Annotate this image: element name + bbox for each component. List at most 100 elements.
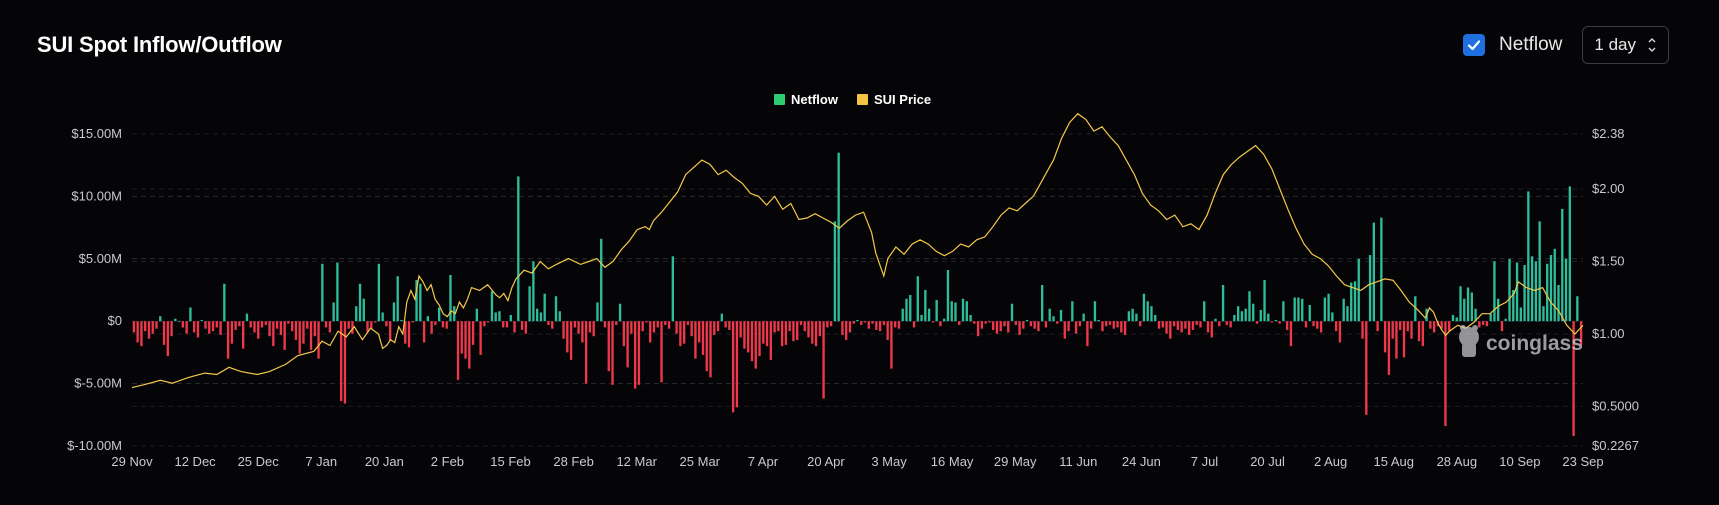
netflow-bar[interactable] (1368, 255, 1372, 322)
netflow-bar[interactable] (750, 321, 754, 362)
netflow-bar[interactable] (1150, 306, 1153, 322)
netflow-bar[interactable] (1319, 321, 1323, 333)
netflow-bar[interactable] (1474, 308, 1477, 322)
netflow-bar[interactable] (1014, 321, 1017, 325)
netflow-bar[interactable] (1123, 321, 1127, 335)
netflow-bar[interactable] (377, 263, 381, 322)
netflow-bar[interactable] (1470, 292, 1473, 322)
netflow-bar[interactable] (298, 321, 301, 354)
netflow-bar[interactable] (1361, 321, 1364, 339)
netflow-bar[interactable] (347, 321, 350, 329)
netflow-bar[interactable] (1161, 321, 1164, 328)
netflow-bar[interactable] (245, 313, 249, 322)
netflow-bar[interactable] (1229, 321, 1232, 328)
netflow-bar[interactable] (1564, 258, 1568, 322)
netflow-bar[interactable] (992, 321, 995, 330)
netflow-bar[interactable] (1071, 301, 1074, 322)
netflow-bar[interactable] (389, 321, 392, 342)
netflow-bar[interactable] (1010, 303, 1014, 322)
netflow-bar[interactable] (543, 293, 546, 322)
netflow-bar[interactable] (754, 321, 757, 369)
netflow-bar[interactable] (502, 321, 505, 328)
netflow-bar[interactable] (422, 321, 426, 343)
netflow-bar[interactable] (1210, 321, 1213, 338)
netflow-bar[interactable] (1376, 321, 1379, 332)
netflow-bar[interactable] (1410, 321, 1413, 339)
netflow-bar[interactable] (456, 321, 460, 380)
netflow-bar[interactable] (818, 321, 821, 337)
netflow-bar[interactable] (671, 256, 674, 322)
netflow-bar[interactable] (264, 321, 267, 325)
netflow-bar[interactable] (336, 262, 339, 322)
netflow-bar[interactable] (826, 321, 829, 328)
netflow-bar[interactable] (1048, 308, 1051, 322)
netflow-bar[interactable] (641, 321, 644, 332)
netflow-bar[interactable] (1037, 321, 1040, 332)
netflow-bar[interactable] (871, 321, 874, 324)
netflow-bar[interactable] (1120, 321, 1123, 333)
netflow-bar[interactable] (856, 319, 859, 322)
netflow-bar[interactable] (475, 308, 479, 322)
netflow-bar[interactable] (313, 321, 316, 337)
netflow-bar[interactable] (147, 321, 151, 339)
netflow-bar[interactable] (694, 321, 697, 359)
netflow-bar[interactable] (528, 286, 531, 322)
netflow-bar[interactable] (1508, 258, 1511, 322)
netflow-bar[interactable] (509, 314, 512, 322)
netflow-bar[interactable] (1304, 321, 1308, 328)
netflow-bar[interactable] (649, 321, 652, 343)
netflow-bar[interactable] (1478, 321, 1481, 328)
netflow-bar[interactable] (682, 321, 686, 344)
netflow-bar[interactable] (954, 302, 957, 322)
netflow-bar[interactable] (988, 321, 991, 323)
netflow-bar[interactable] (882, 321, 886, 325)
netflow-bar[interactable] (596, 302, 599, 322)
netflow-bar[interactable] (1097, 319, 1100, 322)
netflow-bar[interactable] (524, 321, 528, 334)
netflow-bar[interactable] (1519, 307, 1522, 322)
netflow-bar[interactable] (799, 321, 803, 325)
netflow-bar[interactable] (283, 321, 286, 350)
netflow-bar[interactable] (1417, 321, 1421, 342)
netflow-bar[interactable] (174, 318, 177, 322)
netflow-bar[interactable] (656, 321, 659, 328)
netflow-bar[interactable] (1444, 321, 1447, 427)
netflow-bar[interactable] (1282, 301, 1285, 322)
netflow-bar[interactable] (796, 321, 799, 340)
netflow-bar[interactable] (1059, 309, 1063, 322)
netflow-bar[interactable] (664, 321, 667, 325)
netflow-bar[interactable] (762, 321, 765, 344)
netflow-bar[interactable] (1421, 321, 1424, 347)
netflow-bar[interactable] (539, 312, 543, 322)
netflow-bar[interactable] (1285, 321, 1289, 330)
netflow-bar[interactable] (445, 321, 448, 329)
netflow-bar[interactable] (1255, 321, 1259, 324)
netflow-bar[interactable] (385, 321, 388, 327)
netflow-bar[interactable] (603, 321, 607, 328)
netflow-bar[interactable] (294, 321, 298, 340)
netflow-bar[interactable] (181, 321, 185, 328)
netflow-bar[interactable] (253, 321, 256, 333)
netflow-bar[interactable] (177, 321, 181, 322)
netflow-bar[interactable] (287, 321, 290, 324)
netflow-bar[interactable] (302, 321, 305, 344)
netflow-bar[interactable] (897, 321, 901, 329)
netflow-bar[interactable] (483, 321, 486, 327)
netflow-bar[interactable] (1515, 262, 1519, 322)
netflow-bar[interactable] (1572, 321, 1575, 437)
netflow-bar[interactable] (1342, 298, 1345, 322)
netflow-bar[interactable] (170, 321, 173, 337)
netflow-bar[interactable] (735, 321, 739, 408)
netflow-bar[interactable] (1218, 321, 1221, 327)
netflow-bar[interactable] (769, 321, 772, 360)
netflow-bar[interactable] (1451, 314, 1455, 322)
netflow-bar[interactable] (426, 316, 430, 322)
netflow-bar[interactable] (464, 321, 467, 359)
netflow-bar[interactable] (554, 296, 558, 322)
netflow-bar[interactable] (1538, 221, 1541, 322)
netflow-bar[interactable] (468, 321, 471, 369)
netflow-bar[interactable] (946, 270, 950, 322)
netflow-bar[interactable] (309, 321, 313, 350)
netflow-bar[interactable] (1086, 321, 1089, 347)
netflow-bar[interactable] (713, 321, 716, 335)
